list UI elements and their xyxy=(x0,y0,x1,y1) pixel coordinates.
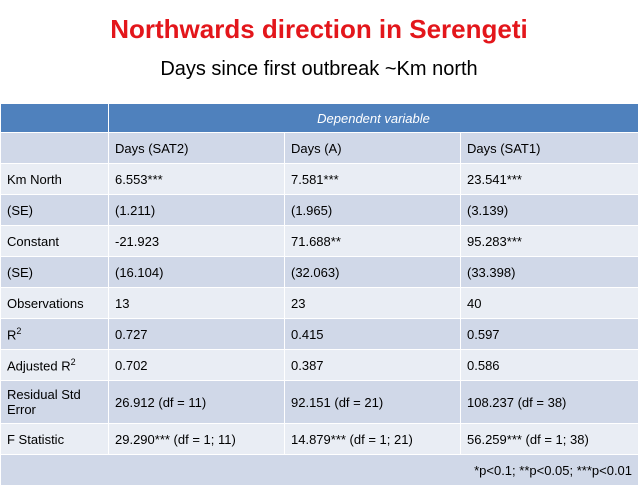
cell: 95.283*** xyxy=(461,226,638,257)
cell: (3.139) xyxy=(461,195,638,226)
cell: 108.237 (df = 38) xyxy=(461,381,638,424)
cell: 6.553*** xyxy=(109,164,285,195)
row-label-text: Adjusted R xyxy=(7,358,71,373)
column-header-row: Days (SAT2)Days (A)Days (SAT1) xyxy=(1,133,638,164)
cell: 0.586 xyxy=(461,350,638,381)
cell: 29.290*** (df = 1; 11) xyxy=(109,424,285,455)
cell: 0.727 xyxy=(109,319,285,350)
cell: 26.912 (df = 11) xyxy=(109,381,285,424)
table-row: Residual Std Error 26.912 (df = 11)92.151… xyxy=(1,381,638,424)
row-label: Observations xyxy=(1,288,109,319)
column-header: Days (A) xyxy=(285,133,461,164)
row-label-text: Constant xyxy=(7,234,59,249)
table-row: (SE) (16.104)(32.063)(33.398) xyxy=(1,257,638,288)
cell: 7.581*** xyxy=(285,164,461,195)
cell: -21.923 xyxy=(109,226,285,257)
cell: (1.211) xyxy=(109,195,285,226)
cell: 71.688** xyxy=(285,226,461,257)
title: Northwards direction in Serengeti xyxy=(0,14,638,45)
row-label: (SE) xyxy=(1,257,109,288)
row-label-text: Residual Std Error xyxy=(7,387,81,417)
footnote: *p<0.1; **p<0.05; ***p<0.01 xyxy=(1,455,638,486)
group-header-row: Dependent variable xyxy=(1,104,638,133)
row-label-text: R xyxy=(7,327,16,342)
cell: 0.387 xyxy=(285,350,461,381)
footnote-row: *p<0.1; **p<0.05; ***p<0.01 xyxy=(1,455,638,486)
cell: 92.151 (df = 21) xyxy=(285,381,461,424)
cell: 56.259*** (df = 1; 38) xyxy=(461,424,638,455)
cell: (1.965) xyxy=(285,195,461,226)
cell: 40 xyxy=(461,288,638,319)
superscript: 2 xyxy=(71,357,76,367)
table-row: (SE) (1.211)(1.965)(3.139) xyxy=(1,195,638,226)
cell: (33.398) xyxy=(461,257,638,288)
row-label-text: (SE) xyxy=(7,203,33,218)
table-row: Km North 6.553***7.581***23.541*** xyxy=(1,164,638,195)
row-label-text: F Statistic xyxy=(7,432,64,447)
subtitle: Days since first outbreak ~Km north xyxy=(0,58,638,81)
row-label: Constant xyxy=(1,226,109,257)
column-header: Days (SAT1) xyxy=(461,133,638,164)
cell: 14.879*** (df = 1; 21) xyxy=(285,424,461,455)
cell: (32.063) xyxy=(285,257,461,288)
group-header: Dependent variable xyxy=(109,104,638,133)
cell xyxy=(1,133,109,164)
column-header: Days (SAT2) xyxy=(109,133,285,164)
row-label: Adjusted R2 xyxy=(1,350,109,381)
cell xyxy=(1,104,109,133)
row-label: Residual Std Error xyxy=(1,381,109,424)
row-label-text: (SE) xyxy=(7,265,33,280)
table-row: F Statistic 29.290*** (df = 1; 11)14.879*… xyxy=(1,424,638,455)
row-label: R2 xyxy=(1,319,109,350)
cell: 0.702 xyxy=(109,350,285,381)
cell: 23.541*** xyxy=(461,164,638,195)
row-label: F Statistic xyxy=(1,424,109,455)
cell: 0.415 xyxy=(285,319,461,350)
cell: 23 xyxy=(285,288,461,319)
row-label-text: Observations xyxy=(7,296,84,311)
cell: (16.104) xyxy=(109,257,285,288)
row-label: (SE) xyxy=(1,195,109,226)
superscript: 2 xyxy=(16,326,21,336)
cell: 13 xyxy=(109,288,285,319)
row-label: Km North xyxy=(1,164,109,195)
cell: 0.597 xyxy=(461,319,638,350)
row-label-text: Km North xyxy=(7,172,62,187)
